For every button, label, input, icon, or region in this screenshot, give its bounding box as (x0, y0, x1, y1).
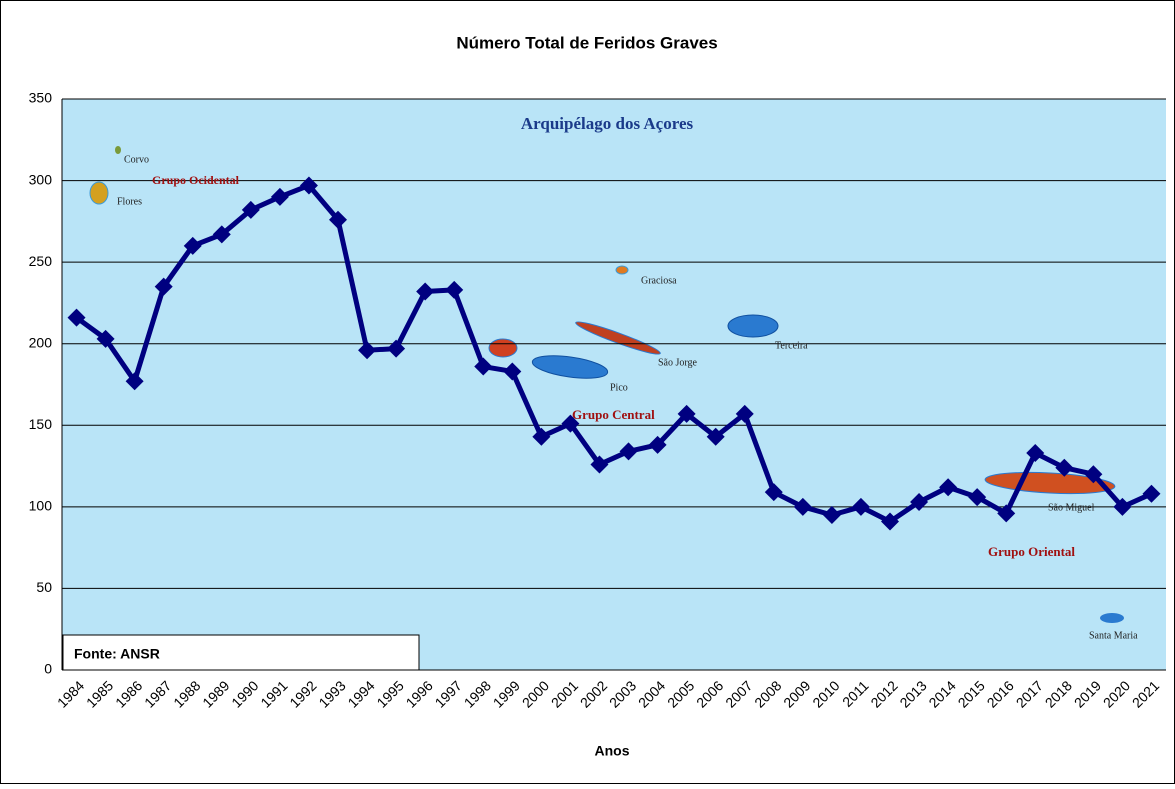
source-note: Fonte: ANSR (74, 646, 160, 662)
data-marker (822, 506, 841, 525)
map-label: Pico (610, 382, 628, 393)
y-tick-label: 50 (36, 579, 52, 595)
data-marker (968, 488, 987, 507)
map-label: Corvo (124, 154, 149, 165)
data-marker (387, 339, 406, 358)
y-tick-label: 0 (44, 661, 52, 677)
data-marker (270, 187, 289, 206)
y-tick-label: 200 (29, 334, 53, 350)
data-marker (154, 277, 173, 296)
data-marker (329, 210, 347, 229)
data-marker (1084, 465, 1103, 484)
island (1100, 613, 1124, 623)
data-marker (67, 308, 86, 327)
map-label: Terceira (775, 340, 808, 351)
plot-area (62, 99, 1166, 670)
x-axis-label: Anos (595, 743, 630, 759)
data-marker (764, 483, 783, 502)
data-marker (299, 176, 318, 195)
data-marker (706, 427, 725, 446)
data-marker (561, 414, 580, 433)
data-marker (619, 442, 638, 461)
data-marker (358, 341, 377, 360)
data-marker (677, 404, 696, 423)
data-marker (183, 236, 202, 255)
map-label: Graciosa (641, 275, 677, 286)
data-marker (1142, 484, 1161, 503)
data-marker (881, 512, 899, 531)
map-label: Flores (117, 196, 142, 207)
island (575, 321, 661, 355)
map-label: Arquipélago dos Açores (521, 114, 694, 133)
data-marker (997, 504, 1016, 523)
map-label: Santa Maria (1089, 630, 1138, 641)
data-marker (125, 372, 144, 391)
map-label: São Jorge (658, 357, 698, 368)
y-tick-label: 250 (29, 253, 53, 269)
y-tick-label: 100 (29, 498, 53, 514)
data-marker (416, 282, 435, 301)
data-marker (910, 492, 929, 511)
data-marker (851, 497, 870, 516)
island (615, 265, 629, 275)
y-tick-label: 300 (29, 171, 53, 187)
data-marker (1113, 497, 1132, 516)
map-label: Grupo Ocidental (152, 173, 240, 187)
y-tick-label: 150 (29, 416, 53, 432)
data-marker (1055, 458, 1074, 477)
data-marker (503, 362, 522, 381)
island (115, 146, 121, 154)
island (531, 355, 609, 379)
map-label: São Miguel (1048, 502, 1095, 513)
map-label: Grupo Oriental (988, 544, 1075, 559)
islands (89, 146, 1124, 623)
chart-title: Número Total de Feridos Graves (456, 33, 717, 52)
data-marker (445, 280, 464, 299)
island (488, 338, 518, 358)
island (727, 314, 779, 338)
data-marker (939, 478, 958, 497)
y-tick-label: 350 (29, 90, 53, 106)
data-marker (474, 357, 493, 376)
data-marker (735, 404, 754, 423)
island (89, 181, 109, 205)
data-marker (532, 427, 551, 446)
data-marker (1026, 444, 1045, 463)
data-marker (96, 329, 115, 348)
data-marker (590, 455, 609, 474)
source-box (62, 634, 420, 671)
data-marker (212, 225, 231, 244)
data-marker (648, 435, 667, 454)
data-marker (793, 497, 812, 516)
map-label: Grupo Central (572, 407, 655, 422)
data-marker (241, 200, 260, 219)
